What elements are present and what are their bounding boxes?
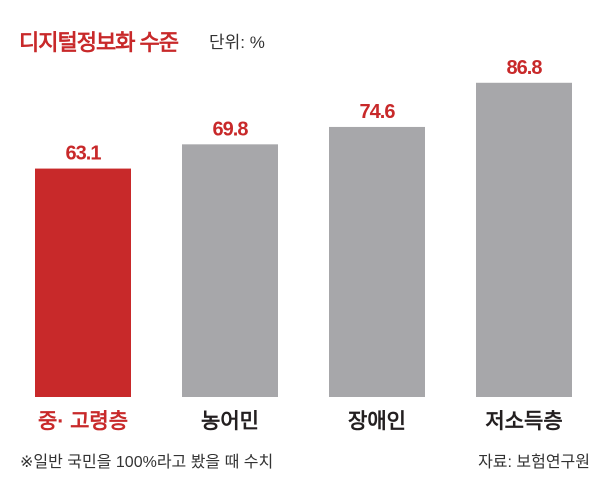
value-label-group: 63.1 69.8 74.6 86.8 (66, 57, 544, 165)
bar-group (35, 82, 572, 397)
category-label-4: 저소득층 (485, 410, 562, 433)
chart-title: 디지털정보화 수준 (19, 30, 179, 55)
category-label-1: 중· 고령층 (38, 410, 128, 433)
category-label-3: 장애인 (348, 410, 406, 433)
footnote: ※일반 국민을 100%라고 봤을 때 수치 (20, 453, 273, 471)
unit-label: 단위: % (209, 33, 265, 52)
bar-4 (476, 82, 572, 397)
value-label-1: 63.1 (66, 143, 102, 165)
bar-3 (329, 126, 425, 397)
value-label-2: 69.8 (213, 118, 249, 140)
bar-2 (182, 144, 278, 397)
category-label-2: 농어민 (201, 410, 259, 433)
bar-1 (35, 168, 131, 397)
source-note: 자료: 보험연구원 (478, 453, 590, 471)
value-label-4: 86.8 (507, 57, 543, 79)
category-label-group: 중· 고령층 농어민 장애인 저소득층 (38, 410, 563, 433)
value-label-3: 74.6 (360, 101, 396, 123)
